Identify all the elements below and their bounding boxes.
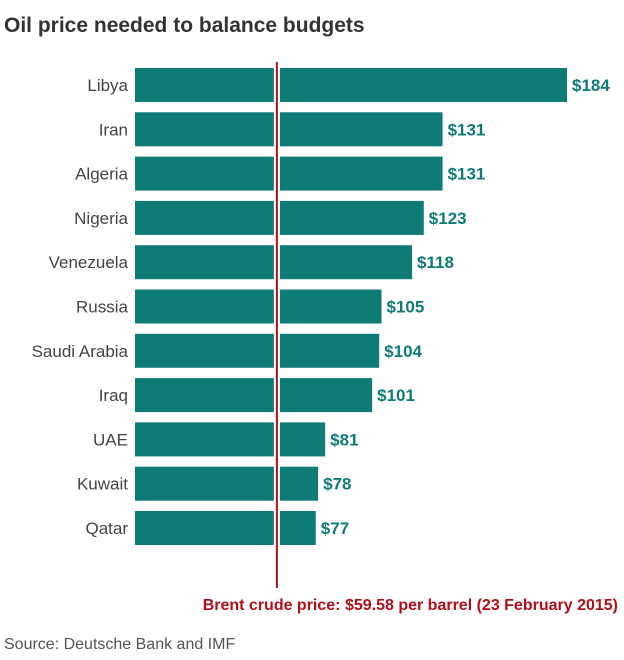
bar (135, 333, 380, 368)
data-label: $81 (330, 430, 358, 449)
category-label: Libya (87, 76, 128, 95)
category-label: Nigeria (74, 209, 128, 228)
data-label: $101 (377, 386, 415, 405)
category-label: Kuwait (77, 475, 128, 494)
data-label: $78 (323, 475, 351, 494)
data-label: $105 (387, 298, 425, 317)
bar (135, 156, 443, 191)
category-label: Saudi Arabia (32, 342, 129, 361)
data-label: $131 (448, 165, 486, 184)
bar (135, 245, 413, 280)
category-label: Russia (76, 298, 129, 317)
bar (135, 511, 316, 545)
category-label: Qatar (85, 519, 128, 538)
chart-title: Oil price needed to balance budgets (4, 14, 365, 37)
bar (135, 466, 319, 501)
data-label: $77 (321, 519, 349, 538)
bar (135, 289, 382, 324)
data-label: $131 (448, 120, 486, 139)
bar (135, 68, 567, 102)
source-note: Source: Deutsche Bank and IMF (4, 636, 236, 653)
data-label: $104 (384, 342, 422, 361)
category-label: Algeria (75, 165, 128, 184)
category-label: Iraq (99, 386, 128, 405)
category-label: Venezuela (49, 253, 129, 272)
data-label: $184 (572, 76, 610, 95)
bar (135, 112, 443, 147)
bar (135, 378, 373, 413)
reference-line-label: Brent crude price: $59.58 per barrel (23… (203, 597, 618, 614)
bar (135, 422, 326, 457)
data-label: $118 (417, 253, 454, 272)
data-label: $123 (429, 209, 467, 228)
category-label: UAE (93, 430, 128, 449)
category-label: Iran (99, 120, 128, 139)
